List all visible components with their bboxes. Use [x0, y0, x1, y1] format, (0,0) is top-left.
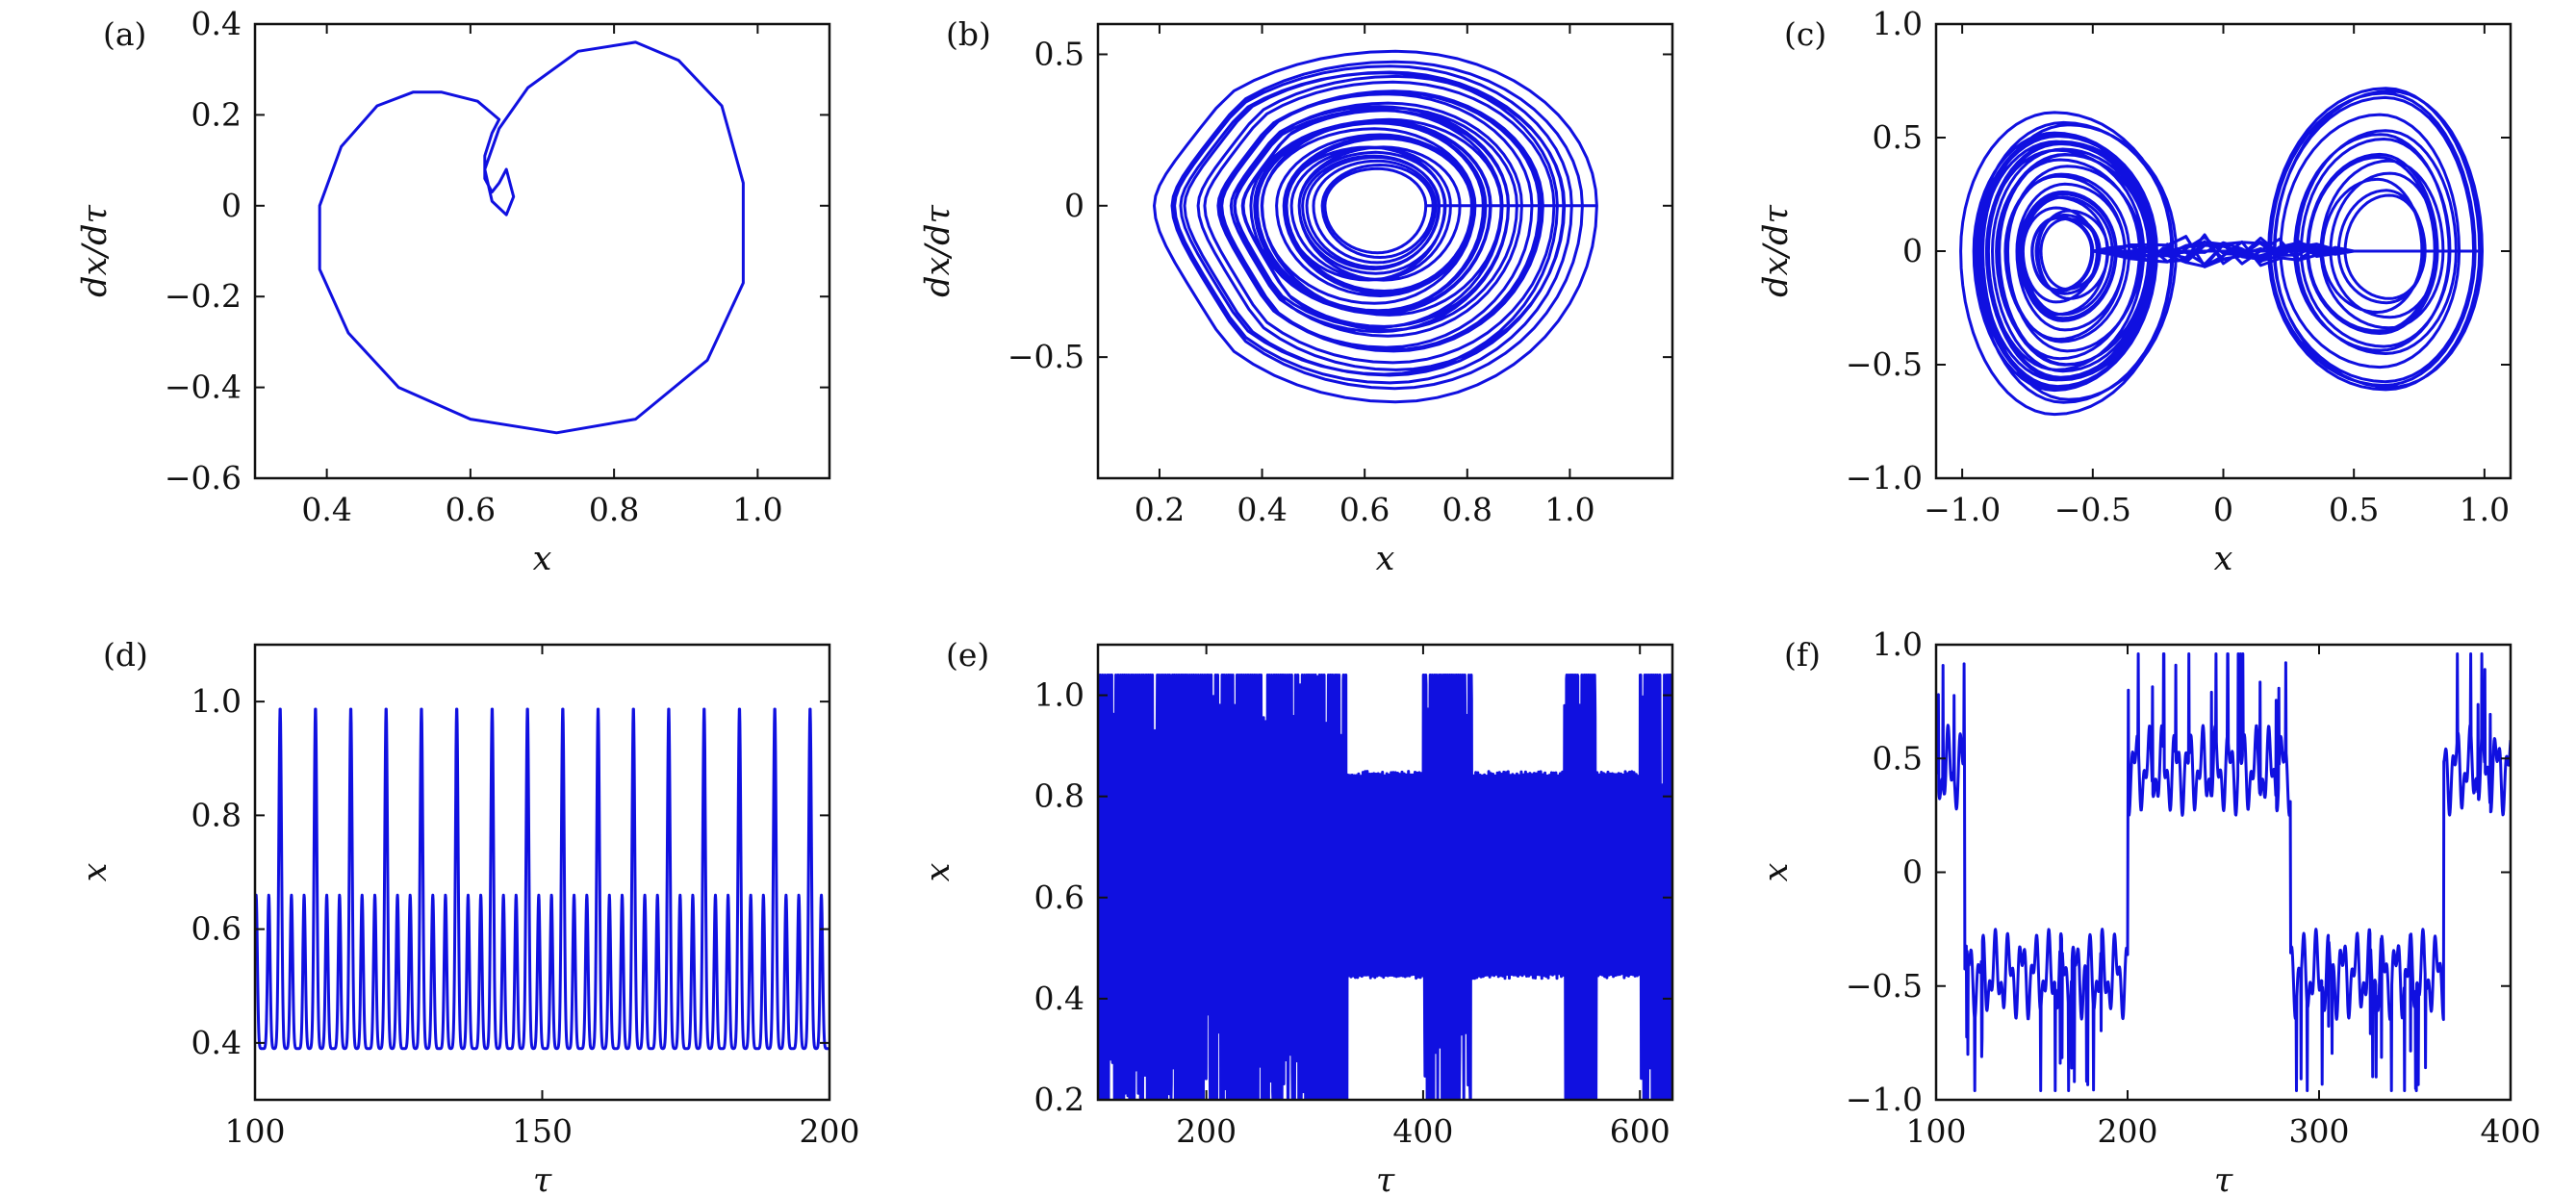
y-tick-label: 1.0 — [191, 682, 242, 720]
y-tick-label: −1.0 — [1846, 1081, 1923, 1118]
y-tick-label: 0.6 — [1034, 879, 1084, 916]
x-tick-label: 0.8 — [589, 491, 639, 528]
x-tick-label: 1.0 — [1544, 491, 1594, 528]
y-tick-label: −0.2 — [165, 277, 242, 315]
x-tick-label: −0.5 — [2054, 491, 2131, 528]
y-tick-label: 0 — [221, 187, 242, 224]
y-tick-label: −0.5 — [1846, 967, 1923, 1005]
x-tick-label: 0.8 — [1442, 491, 1492, 528]
y-tick-label: −1.0 — [1846, 459, 1923, 497]
series-line — [318, 40, 745, 435]
x-axis-label: τ — [533, 1161, 552, 1197]
plot-frame — [1096, 22, 1674, 480]
y-tick-label: 0.2 — [191, 95, 242, 133]
y-tick-label: 1.0 — [1873, 5, 1923, 42]
x-tick-label: 300 — [2289, 1112, 2350, 1150]
x-tick-label: 0.4 — [301, 491, 351, 528]
x-tick-label: 0.2 — [1135, 491, 1185, 528]
y-tick-label: 0 — [1064, 187, 1084, 224]
x-tick-label: 1.0 — [732, 491, 782, 528]
panel-letter: (a) — [103, 15, 146, 53]
y-tick-label: 1.0 — [1034, 676, 1084, 714]
y-tick-label: 0.5 — [1873, 118, 1923, 156]
y-axis-label: x — [1757, 862, 1796, 881]
x-tick-label: 100 — [1906, 1112, 1967, 1150]
panel-letter: (b) — [946, 15, 991, 53]
x-tick-label: 150 — [512, 1112, 573, 1150]
plot-frame — [253, 22, 831, 480]
y-tick-label: 0.4 — [1034, 980, 1084, 1017]
y-tick-label: −0.5 — [1007, 338, 1084, 375]
series-line — [255, 707, 829, 1051]
y-tick-label: 0.8 — [191, 796, 242, 833]
series-line — [1153, 49, 1598, 404]
x-tick-label: 0 — [2213, 491, 2233, 528]
y-tick-label: 0.4 — [191, 1024, 242, 1061]
x-axis-label: τ — [1376, 1161, 1395, 1197]
x-tick-label: 200 — [2098, 1112, 2158, 1150]
y-tick-label: 1.0 — [1873, 625, 1923, 663]
x-tick-label: 1.0 — [2460, 491, 2510, 528]
y-axis-label: dx/dτ — [76, 205, 115, 297]
x-tick-label: 600 — [1610, 1112, 1671, 1150]
panel-f: 100 200 300 400 −1.0 −0.5 0 0.5 1.0 τ x (f) — [1757, 625, 2541, 1197]
y-tick-label: 0 — [1902, 853, 1923, 891]
x-tick-label: 400 — [1392, 1112, 1453, 1150]
x-axis-label: τ — [2214, 1161, 2233, 1197]
x-axis-label: x — [1376, 540, 1395, 578]
panel-b: 0.2 0.4 0.6 0.8 1.0 −0.5 0 0.5 x dx/dτ (b) — [919, 15, 1674, 578]
y-tick-label: 0 — [1902, 232, 1923, 269]
x-tick-label: 0.6 — [446, 491, 496, 528]
panel-letter: (e) — [946, 636, 989, 674]
x-tick-label: 100 — [225, 1112, 286, 1150]
x-axis-label: x — [2214, 540, 2233, 578]
panel-a: 0.4 0.6 0.8 1.0 −0.6 −0.4 −0.2 0 0.2 0.4 x dx/dτ (a) — [76, 5, 831, 578]
y-axis-label: x — [76, 862, 115, 881]
y-tick-label: −0.4 — [165, 369, 242, 406]
y-tick-label: −0.6 — [165, 459, 242, 497]
x-tick-label: 200 — [800, 1112, 860, 1150]
y-tick-label: 0.4 — [191, 5, 242, 42]
plot-frame — [1096, 643, 1674, 1102]
y-axis-label: x — [919, 862, 957, 881]
x-tick-label: 200 — [1176, 1112, 1237, 1150]
panel-c: −1.0 −0.5 0 0.5 1.0 −1.0 −0.5 0 0.5 1.0 x dx/dτ (c) — [1757, 5, 2512, 578]
y-tick-label: 0.6 — [191, 910, 242, 948]
y-tick-label: 0.8 — [1034, 777, 1084, 815]
x-tick-label: 400 — [2481, 1112, 2541, 1150]
x-tick-label: 0.5 — [2329, 491, 2379, 528]
y-tick-label: 0.2 — [1034, 1081, 1084, 1118]
x-tick-label: −1.0 — [1924, 491, 2001, 528]
panel-e: 200 400 600 0.2 0.4 0.6 0.8 1.0 τ x (e) — [919, 636, 1674, 1197]
x-tick-label: 0.6 — [1339, 491, 1390, 528]
series-line — [1959, 87, 2484, 417]
y-axis-label: dx/dτ — [919, 205, 957, 297]
y-tick-label: 0.5 — [1873, 739, 1923, 777]
panel-letter: (f) — [1784, 636, 1821, 674]
panel-d: 100 150 200 0.4 0.6 0.8 1.0 τ x (d) — [76, 636, 860, 1197]
series-line — [1936, 652, 2511, 1092]
panel-letter: (c) — [1784, 15, 1826, 53]
y-axis-label: dx/dτ — [1757, 205, 1796, 297]
y-tick-label: −0.5 — [1846, 345, 1923, 383]
y-tick-label: 0.5 — [1034, 35, 1084, 72]
x-axis-label: x — [533, 540, 552, 578]
x-tick-label: 0.4 — [1237, 491, 1287, 528]
panel-letter: (d) — [103, 636, 148, 674]
series-line — [1098, 674, 1672, 1100]
